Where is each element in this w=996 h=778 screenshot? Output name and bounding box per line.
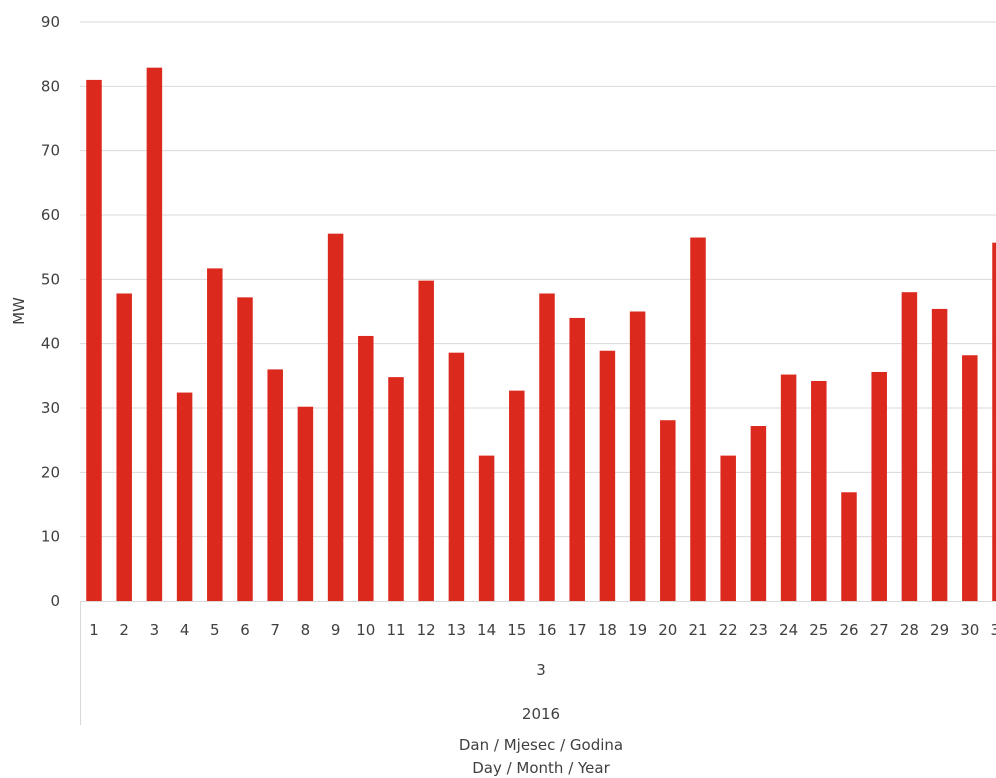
x-axis-title-line-2: Day / Month / Year	[472, 759, 610, 777]
x-tick-label: 30	[960, 621, 979, 639]
bar	[931, 308, 948, 601]
x-tick-label: 11	[386, 621, 405, 639]
bar	[599, 350, 616, 601]
y-tick-label: 70	[41, 142, 60, 160]
x-tick-label: 2	[119, 621, 129, 639]
bar	[418, 280, 434, 601]
bar	[267, 369, 283, 601]
gridlines	[80, 21, 996, 538]
bar	[569, 317, 585, 601]
bar	[901, 292, 918, 601]
bar	[629, 311, 646, 601]
x-tick-label: 10	[356, 621, 375, 639]
y-tick-label: 0	[50, 592, 60, 610]
x-tick-label: 21	[688, 621, 707, 639]
y-tick-labels: 0 10 20 30 40 50 60 70 80 90	[41, 13, 60, 610]
bar	[327, 233, 344, 601]
x-tick-label: 25	[809, 621, 828, 639]
x-tick-label: 3	[150, 621, 160, 639]
x-tick-label: 29	[930, 621, 949, 639]
bar	[176, 392, 193, 601]
bar	[841, 492, 857, 601]
y-axis-title: MW	[10, 297, 28, 325]
bar	[811, 380, 827, 601]
x-tick-label: 20	[658, 621, 677, 639]
bar	[690, 237, 706, 601]
x-tick-label: 26	[839, 621, 858, 639]
bar	[388, 377, 404, 601]
x-tick-label: 5	[210, 621, 220, 639]
bar	[539, 293, 555, 601]
x-tick-label: 8	[301, 621, 311, 639]
bar	[297, 406, 314, 601]
x-tick-label: 22	[719, 621, 738, 639]
bar	[660, 420, 676, 601]
bar	[750, 426, 767, 601]
x-tick-label: 31	[990, 621, 996, 639]
x-tick-label: 6	[240, 621, 250, 639]
x-tick-label: 19	[628, 621, 647, 639]
x-tick-label: 1	[89, 621, 99, 639]
y-tick-label: 90	[41, 13, 60, 31]
x-tick-label: 12	[417, 621, 436, 639]
bar	[146, 67, 163, 602]
x-tick-label: 27	[870, 621, 889, 639]
x-tick-label: 28	[900, 621, 919, 639]
y-tick-label: 50	[41, 270, 60, 288]
x-tick-label: 23	[749, 621, 768, 639]
y-tick-label: 80	[41, 77, 60, 95]
x-tick-label: 24	[779, 621, 798, 639]
x-tick-label: 4	[180, 621, 190, 639]
bar	[509, 390, 525, 601]
y-tick-label: 10	[41, 528, 60, 546]
x-tick-label: 15	[507, 621, 526, 639]
y-tick-label: 20	[41, 463, 60, 481]
bar	[86, 79, 102, 601]
x-group-month-label: 3	[536, 661, 546, 679]
bars	[86, 67, 996, 602]
y-tick-label: 40	[41, 335, 60, 353]
bar	[358, 335, 374, 601]
x-tick-label: 16	[537, 621, 556, 639]
axes	[80, 601, 996, 725]
x-tick-label: 7	[270, 621, 280, 639]
y-tick-label: 30	[41, 399, 60, 417]
x-tick-label: 13	[447, 621, 466, 639]
x-axis-title-line-1: Dan / Mjesec / Godina	[459, 736, 623, 754]
bar	[448, 352, 465, 601]
bar	[871, 371, 887, 601]
bar	[992, 242, 996, 601]
y-tick-label: 60	[41, 206, 60, 224]
x-tick-label: 9	[331, 621, 341, 639]
bar	[962, 355, 978, 601]
x-tick-labels: 1 2 3 4 5 6 7 8 9 10 11 12 13 14 15 16 17 18 19 20 21 22 23 24 2…	[89, 621, 996, 639]
x-tick-label: 14	[477, 621, 496, 639]
bar	[237, 297, 253, 601]
bar	[207, 268, 223, 601]
x-group-year-label: 2016	[522, 705, 560, 723]
bar	[780, 374, 797, 601]
bar	[478, 455, 495, 601]
bar	[116, 293, 132, 601]
bar	[720, 455, 736, 601]
x-tick-label: 18	[598, 621, 617, 639]
x-tick-label: 17	[568, 621, 587, 639]
